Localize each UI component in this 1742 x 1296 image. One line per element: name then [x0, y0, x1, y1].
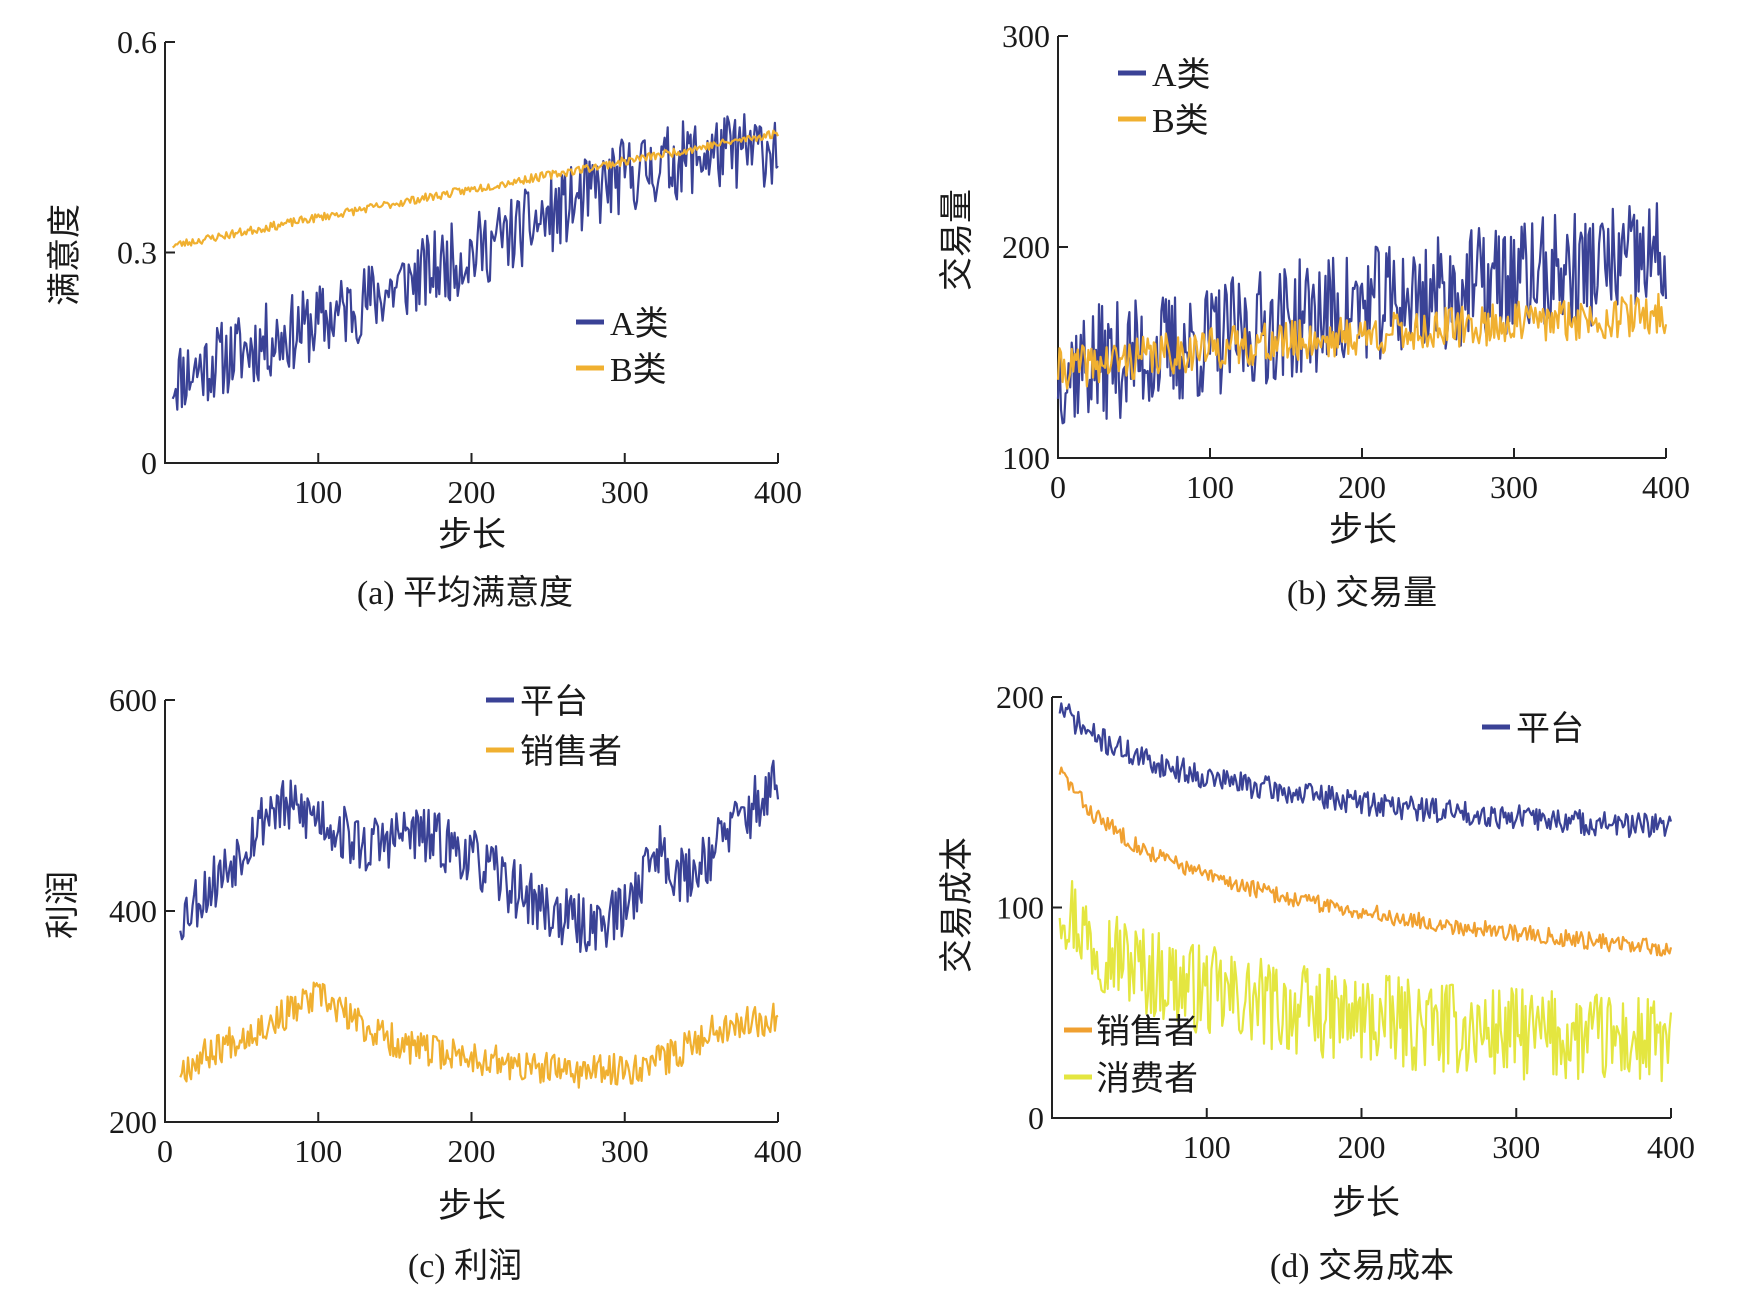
panel-caption: (a) 平均满意度: [357, 574, 573, 612]
series-line-2: [1058, 880, 1673, 1083]
plot-area: [179, 759, 780, 1089]
panel-caption: (b) 交易量: [1287, 574, 1437, 612]
x-ticks: 0 100 200 300 400: [1050, 448, 1690, 505]
y-ticks: 0 0.3 0.6: [117, 24, 175, 481]
series-line-1: [171, 129, 779, 249]
legend-item-seller: 销售者: [486, 733, 622, 771]
y-axis-label: 交易量: [938, 189, 976, 291]
y-tick-label: 400: [109, 893, 157, 929]
legend: A类 B类: [576, 305, 669, 389]
series-line-0: [1056, 202, 1668, 425]
y-tick-label: 0: [141, 445, 157, 481]
legend: A类 B类: [1118, 56, 1211, 140]
y-tick-label: 100: [996, 890, 1044, 926]
y-axis-label: 满意度: [46, 204, 84, 306]
x-tick-label: 300: [1490, 469, 1538, 505]
x-ticks: 100 200 300 400: [294, 453, 802, 510]
x-tick-label: 200: [448, 1133, 496, 1169]
panel-d: 交易成本 步长 (d) 交易成本 0 100 200 100 200 300 400 平台…: [938, 679, 1695, 1285]
series-line-1: [1056, 292, 1668, 390]
series-line-1: [1058, 766, 1673, 957]
plot-area: [1056, 202, 1668, 425]
x-tick-label: 300: [601, 1133, 649, 1169]
legend-label: 销售者: [1096, 1013, 1198, 1051]
x-tick-label: 300: [601, 474, 649, 510]
panel-c: 利润 步长 (c) 利润 200 400 600 0 100 200 300 400 平台 …: [44, 682, 802, 1285]
x-tick-label: 0: [1050, 469, 1066, 505]
y-tick-label: 200: [996, 679, 1044, 715]
y-tick-label: 200: [1002, 229, 1050, 265]
x-tick-label: 300: [1492, 1129, 1540, 1165]
x-tick-label: 100: [294, 1133, 342, 1169]
y-tick-label: 200: [109, 1104, 157, 1140]
legend-label: 销售者: [520, 733, 622, 771]
series-line-0: [171, 113, 779, 411]
x-axis-label: 步长: [438, 516, 506, 554]
x-tick-label: 400: [754, 1133, 802, 1169]
series-line-1: [179, 981, 779, 1089]
legend-label: A类: [610, 305, 669, 343]
panel-caption: (d) 交易成本: [1270, 1247, 1454, 1285]
legend: 平台 销售者: [486, 683, 622, 771]
legend-label: 平台: [1516, 710, 1584, 748]
legend-item-a: A类: [576, 305, 669, 343]
x-tick-label: 200: [448, 474, 496, 510]
legend-item-a: A类: [1118, 56, 1211, 94]
x-axis-label: 步长: [1332, 1184, 1400, 1222]
y-tick-label: 0.3: [117, 235, 157, 271]
legend-item-b: B类: [1118, 102, 1209, 140]
legend-label: B类: [1152, 102, 1209, 140]
y-tick-label: 0.6: [117, 24, 157, 60]
y-axis-label: 交易成本: [938, 837, 976, 973]
x-axis-label: 步长: [438, 1187, 506, 1225]
x-tick-label: 400: [1642, 469, 1690, 505]
x-tick-label: 200: [1338, 1129, 1386, 1165]
axes: [164, 42, 778, 464]
y-tick-label: 0: [1028, 1100, 1044, 1136]
series-line-0: [179, 759, 780, 953]
legend-item-platform: 平台: [486, 683, 588, 721]
x-tick-label: 400: [754, 474, 802, 510]
x-tick-label: 400: [1647, 1129, 1695, 1165]
legend-item-seller: 销售者: [1064, 1013, 1198, 1051]
y-ticks: 0 100 200: [996, 679, 1062, 1136]
x-tick-label: 0: [157, 1133, 173, 1169]
legend-label: B类: [610, 351, 667, 389]
x-tick-label: 200: [1338, 469, 1386, 505]
y-axis-label: 利润: [44, 871, 82, 939]
legend-label: 平台: [520, 683, 588, 721]
legend-item-b: B类: [576, 351, 667, 389]
x-ticks: 100 200 300 400: [1183, 1108, 1695, 1165]
y-tick-label: 100: [1002, 440, 1050, 476]
y-tick-label: 300: [1002, 18, 1050, 54]
x-ticks: 0 100 200 300 400: [157, 1112, 802, 1169]
y-ticks: 100 200 300: [1002, 18, 1068, 476]
legend-label: A类: [1152, 56, 1211, 94]
y-tick-label: 600: [109, 682, 157, 718]
series-line-0: [1058, 702, 1673, 839]
legend-label: 消费者: [1096, 1060, 1198, 1098]
legend-item-platform: 平台: [1482, 710, 1584, 748]
y-ticks: 200 400 600: [109, 682, 175, 1140]
legend-item-consumer: 消费者: [1064, 1060, 1198, 1098]
x-tick-label: 100: [1186, 469, 1234, 505]
panel-a: 满意度 步长 (a) 平均满意度 0 0.3 0.6 100 200 300 400 A类…: [46, 24, 802, 612]
x-tick-label: 100: [1183, 1129, 1231, 1165]
panel-caption: (c) 利润: [408, 1247, 522, 1285]
x-tick-label: 100: [294, 474, 342, 510]
plot-area: [1058, 702, 1673, 1083]
plot-area: [171, 113, 779, 411]
legend: 平台 销售者 消费者: [1064, 710, 1584, 1098]
x-axis-label: 步长: [1329, 511, 1397, 549]
